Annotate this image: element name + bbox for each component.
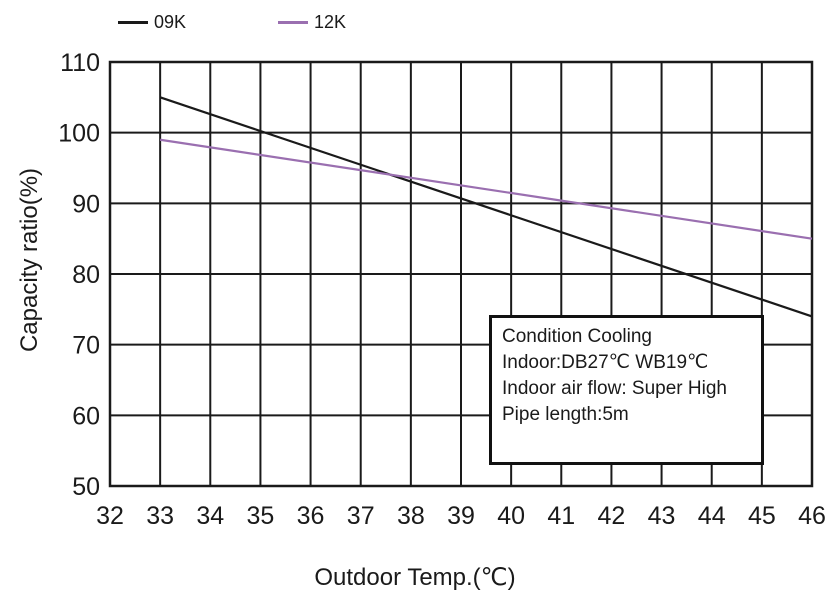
y-tick-label: 50 <box>72 473 100 501</box>
plot-frame <box>108 60 814 488</box>
legend-item-12k: 12K <box>278 12 346 33</box>
x-tick-label: 44 <box>698 502 726 530</box>
x-tick-label: 45 <box>748 502 776 530</box>
x-tick-labels: 32 33 34 35 36 37 38 39 40 41 42 43 44 45 46 <box>96 502 826 530</box>
legend-item-09k: 09K <box>118 12 186 33</box>
x-tick-label: 46 <box>798 502 826 530</box>
condition-annotation: Condition Cooling Indoor:DB27℃ WB19℃ Ind… <box>489 315 764 465</box>
legend-swatch-09k <box>118 21 148 24</box>
annotation-line: Pipe length:5m <box>502 404 629 425</box>
plot-border <box>108 60 814 488</box>
series-line-12k <box>159 138 813 240</box>
series-line-09k <box>159 96 813 318</box>
legend-label-12k: 12K <box>314 12 347 32</box>
annotation-line: Indoor:DB27℃ WB19℃ <box>502 352 709 373</box>
x-tick-label: 41 <box>547 502 575 530</box>
y-tick-label: 80 <box>72 261 100 289</box>
x-tick-label: 37 <box>347 502 375 530</box>
x-axis-label: Outdoor Temp.(℃) <box>314 564 516 591</box>
y-axis-label: Capacity ratio(%) <box>16 167 43 353</box>
x-tick-label: 43 <box>648 502 676 530</box>
legend-swatch-12k <box>278 21 308 24</box>
x-tick-label: 39 <box>447 502 475 530</box>
y-tick-label: 90 <box>72 190 100 218</box>
x-tick-label: 32 <box>96 502 124 530</box>
series-lines <box>159 96 813 318</box>
x-tick-label: 35 <box>247 502 275 530</box>
legend-label-09k: 09K <box>154 12 187 32</box>
x-tick-label: 34 <box>196 502 224 530</box>
x-tick-label: 38 <box>397 502 425 530</box>
y-tick-labels: 50 60 70 80 90 100 110 <box>58 49 100 501</box>
x-tick-label: 33 <box>146 502 174 530</box>
y-tick-label: 110 <box>60 49 100 77</box>
annotation-line: Indoor air flow: Super High <box>502 378 727 399</box>
y-tick-label: 60 <box>72 402 100 430</box>
y-tick-label: 70 <box>72 332 100 360</box>
y-tick-label: 100 <box>58 120 100 148</box>
x-tick-label: 36 <box>297 502 325 530</box>
x-tick-label: 42 <box>598 502 626 530</box>
annotation-line: Condition Cooling <box>502 326 652 347</box>
x-tick-label: 40 <box>497 502 525 530</box>
